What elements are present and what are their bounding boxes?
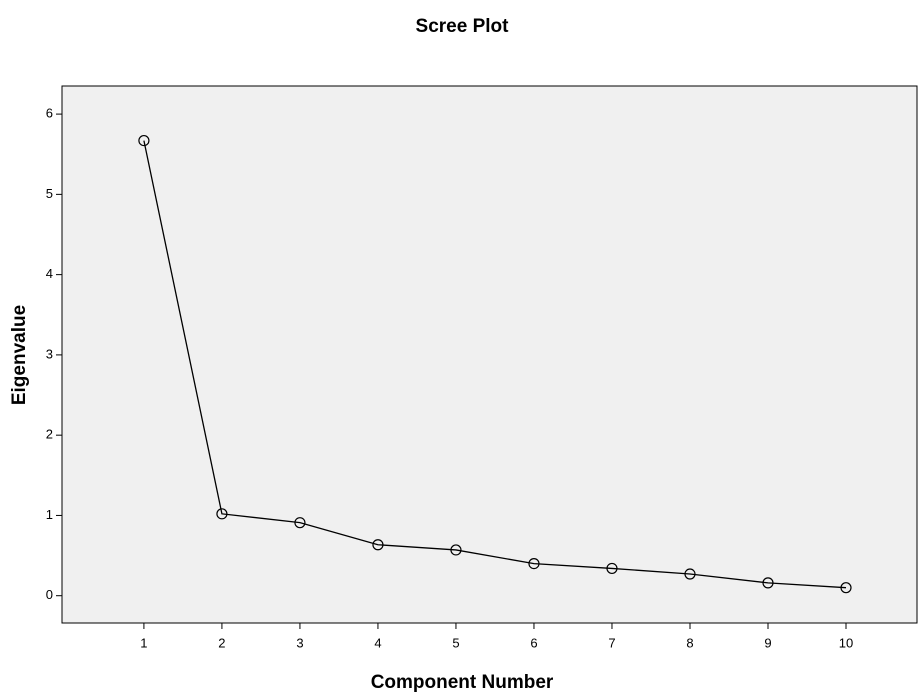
x-tick-label: 7: [608, 635, 615, 650]
x-tick-label: 6: [530, 635, 537, 650]
y-axis-label: Eigenvalue: [9, 305, 30, 405]
plot-area: [62, 86, 917, 623]
x-tick-label: 1: [140, 635, 147, 650]
x-tick-label: 2: [218, 635, 225, 650]
x-tick-label: 4: [374, 635, 381, 650]
chart: Scree Plot Component Number Eigenvalue 0…: [0, 0, 918, 695]
x-tick-label: 10: [839, 635, 853, 650]
x-tick-label: 5: [452, 635, 459, 650]
y-tick-label: 4: [46, 266, 53, 281]
chart-title: Scree Plot: [416, 16, 510, 37]
y-tick-label: 2: [46, 427, 53, 442]
y-tick-label: 3: [46, 346, 53, 361]
x-tick-label: 3: [296, 635, 303, 650]
y-tick-label: 5: [46, 186, 53, 201]
x-axis-label: Component Number: [371, 672, 554, 693]
y-tick-label: 6: [46, 106, 53, 121]
x-tick-label: 9: [764, 635, 771, 650]
x-tick-label: 8: [686, 635, 693, 650]
y-tick-label: 1: [46, 507, 53, 522]
y-tick-label: 0: [46, 587, 53, 602]
